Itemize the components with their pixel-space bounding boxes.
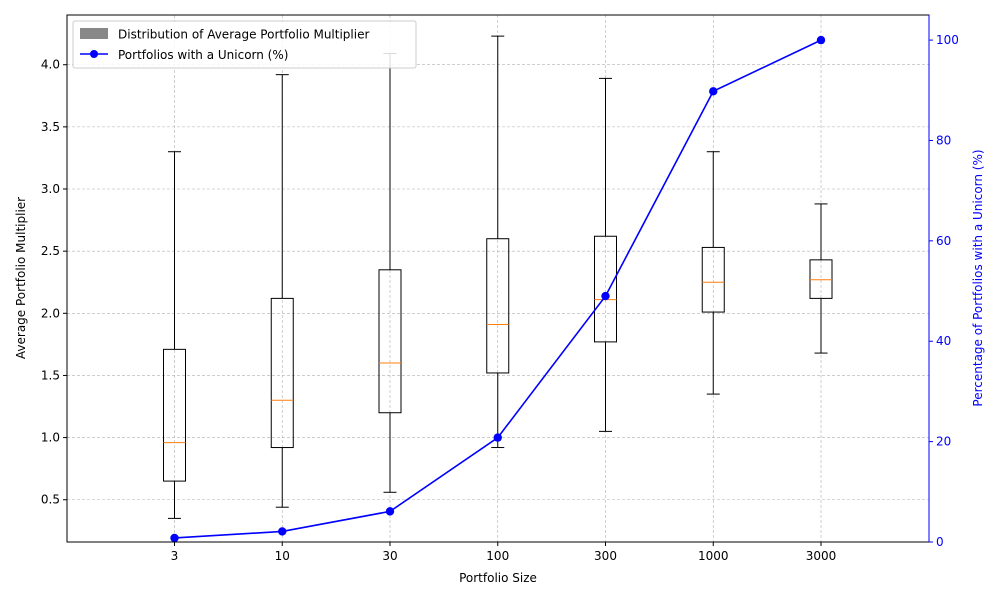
left-y-axis: 0.5 1.0 1.5 2.0 2.5 3.0 3.5 4.0 — [41, 58, 67, 507]
legend-line-label: Portfolios with a Unicorn (%) — [118, 48, 288, 62]
box-3 — [163, 151, 186, 519]
box-300 — [594, 77, 617, 432]
box-3000 — [809, 203, 833, 354]
legend-line-marker — [90, 50, 98, 58]
right-y-tick-label: 100 — [936, 33, 959, 47]
left-y-axis-label: Average Portfolio Multiplier — [14, 197, 28, 359]
iqr-box — [809, 259, 833, 299]
box-1000 — [701, 151, 725, 395]
left-y-tick-label: 1.5 — [41, 368, 60, 382]
left-y-tick-label: 3.5 — [41, 120, 60, 134]
left-y-tick-label: 4.0 — [41, 58, 60, 72]
unicorn-point-10 — [278, 527, 287, 536]
iqr-box — [270, 297, 294, 449]
unicorn-line-layer — [170, 35, 826, 543]
unicorn-point-3 — [170, 533, 179, 543]
right-y-tick-label: 0 — [936, 535, 944, 549]
x-tick-label: 1000 — [698, 549, 729, 563]
x-tick-label: 300 — [594, 549, 617, 563]
unicorn-point-30 — [385, 507, 395, 516]
left-y-tick-label: 3.0 — [41, 182, 60, 196]
x-tick-label: 10 — [275, 549, 290, 563]
iqr-box — [701, 246, 725, 313]
x-axis-label: Portfolio Size — [459, 571, 537, 585]
left-y-tick-label: 2.0 — [41, 306, 60, 320]
box-10 — [270, 74, 294, 508]
iqr-box — [163, 348, 186, 482]
unicorn-point-1000 — [709, 87, 718, 96]
unicorn-point-100 — [493, 433, 502, 442]
box-plot-layer — [163, 35, 833, 519]
right-y-tick-label: 20 — [936, 435, 951, 449]
left-y-tick-label: 2.5 — [41, 244, 60, 258]
right-y-tick-label: 80 — [936, 133, 951, 147]
unicorn-point-3000 — [816, 35, 826, 45]
right-y-axis: 0 20 40 60 80 100 — [928, 15, 959, 549]
legend-box-label: Distribution of Average Portfolio Multip… — [118, 28, 369, 42]
legend-frame — [72, 20, 417, 69]
iqr-box — [486, 238, 510, 374]
right-y-tick-label: 60 — [936, 234, 951, 248]
iqr-box — [594, 235, 617, 343]
right-y-tick-label: 40 — [936, 334, 951, 348]
unicorn-point-300 — [601, 291, 610, 301]
left-y-tick-label: 1.0 — [41, 431, 60, 445]
x-tick-label: 3000 — [806, 549, 837, 563]
legend: Distribution of Average Portfolio Multip… — [72, 20, 417, 69]
x-tick-label: 100 — [486, 549, 509, 563]
x-tick-label: 3 — [171, 549, 179, 563]
x-axis: 3 10 30 100 300 1000 3000 — [171, 542, 837, 563]
legend-box-patch — [80, 28, 108, 39]
x-tick-label: 30 — [382, 549, 397, 563]
iqr-box — [378, 269, 402, 414]
right-y-axis-label: Percentage of Portfolios with a Unicorn … — [971, 149, 985, 406]
left-y-tick-label: 0.5 — [41, 493, 60, 507]
